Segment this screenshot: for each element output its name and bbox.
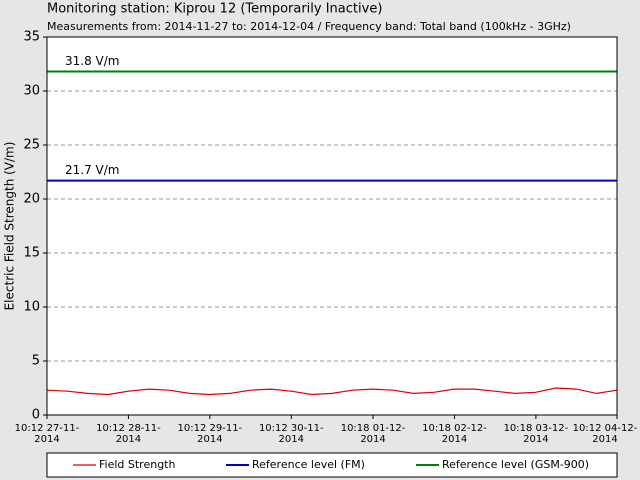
chart-subtitle: Measurements from: 2014-11-27 to: 2014-1… xyxy=(47,20,571,33)
x-tick-label: 10:12 28-11-2014 xyxy=(96,423,161,445)
x-tick-label: 10:18 03-12-2014 xyxy=(503,423,569,445)
y-axis-label: Electric Field Strength (V/m) xyxy=(3,142,17,311)
y-tick-label: 30 xyxy=(23,84,40,99)
plot-area xyxy=(47,37,617,415)
chart-title: Monitoring station: Kiprou 12 (Temporari… xyxy=(47,2,382,17)
legend-label: Reference level (GSM-900) xyxy=(442,458,589,471)
y-tick-label: 0 xyxy=(32,408,40,423)
plot-border xyxy=(46,36,618,416)
y-tick-label: 10 xyxy=(23,300,40,315)
reference-label: 21.7 V/m xyxy=(65,163,119,177)
y-tick-label: 15 xyxy=(23,246,40,261)
x-tick-label: 10:12 29-11-2014 xyxy=(177,423,243,445)
x-tick-label: 10:18 02-12-2014 xyxy=(422,423,487,445)
x-tick-label: 10:12 30-11-2014 xyxy=(258,423,324,445)
x-tick-label: 10:18 01-12-2014 xyxy=(340,423,406,445)
legend-label: Reference level (FM) xyxy=(252,458,365,471)
legend-label: Field Strength xyxy=(99,458,175,471)
y-tick-label: 5 xyxy=(32,354,40,369)
legend-box xyxy=(46,452,618,478)
y-tick-label: 25 xyxy=(23,138,40,153)
series-line xyxy=(46,387,618,396)
reference-label: 31.8 V/m xyxy=(65,54,119,68)
x-tick-label: 10:12 27-11-2014 xyxy=(14,423,80,445)
y-tick-label: 20 xyxy=(23,192,40,207)
y-tick-label: 35 xyxy=(23,30,40,45)
x-tick-label: 10:12 04-12-2014 xyxy=(572,423,638,445)
